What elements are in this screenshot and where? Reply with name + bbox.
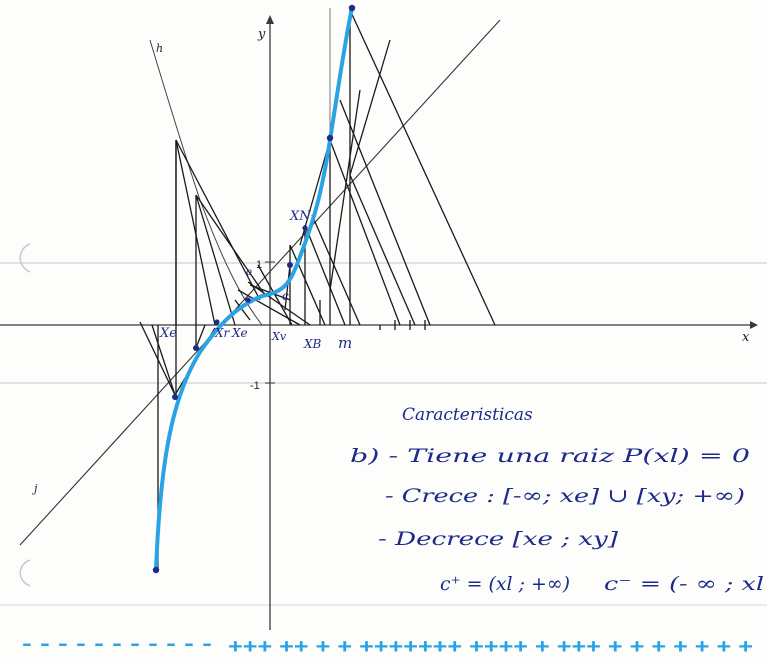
curve-point [287,262,293,268]
tick-label-1: 1 [256,259,262,271]
y-axis-arrow [266,15,274,24]
construction-lines [139,9,496,572]
curve-point [326,134,334,142]
o-label: o [246,267,252,278]
curve-point [152,566,160,574]
notes-item-b: b) - Tiene una raiz P(xl) = 0 [350,445,750,467]
xe-left-label: Xe [159,326,177,341]
graph-j-label: j [31,482,38,495]
sign-chart-plus: +++ ++ + + +++++++ ++++ + +++ + + + + + … [228,636,753,658]
ruled-lines [0,262,767,606]
graph-h-label: h [156,42,163,55]
notes-heading: Caracteristicas [402,405,533,425]
xv-label: Xv [271,330,287,343]
notes: Caracteristicas b) - Tiene una raiz P(xl… [350,405,764,595]
curve-point [348,4,356,12]
y-axis-label: y [257,27,266,42]
xr-label: Xr [214,326,231,340]
xb-label: XB [303,337,322,351]
m-label: m [338,334,352,352]
blue-curve [154,6,354,572]
notes-line-4-left: c⁺ = (xl ; +∞) [440,573,570,595]
xe-label: Xe [231,326,248,340]
curve-point [302,225,308,231]
sign-chart-minus: - - - - - - - - - - - [22,633,212,655]
binder-holes [19,243,31,587]
point-labels: Xe Xr Xe Xv XB m XN o c [159,209,352,352]
curve-point [245,297,251,303]
tick-label-minus1: -1 [250,380,260,392]
c-label: c [282,289,289,303]
graph-j [19,19,501,546]
notes-line-3: - Decrece [xe ; xy] [378,528,619,550]
curve-point [193,345,199,351]
sign-chart: - - - - - - - - - - - +++ ++ + + +++++++… [22,633,753,658]
curve-point [172,394,178,400]
notes-line-4-right: c⁻ = (- ∞ ; xl [604,573,764,595]
xn-label: XN [289,209,311,224]
curve-points [152,4,356,574]
x-axis-label: x [742,330,750,345]
x-axis-arrow [750,321,758,329]
notes-line-2: - Crece : [-∞; xe] ∪ [xy; +∞) [385,485,745,507]
curve-point [214,319,220,325]
